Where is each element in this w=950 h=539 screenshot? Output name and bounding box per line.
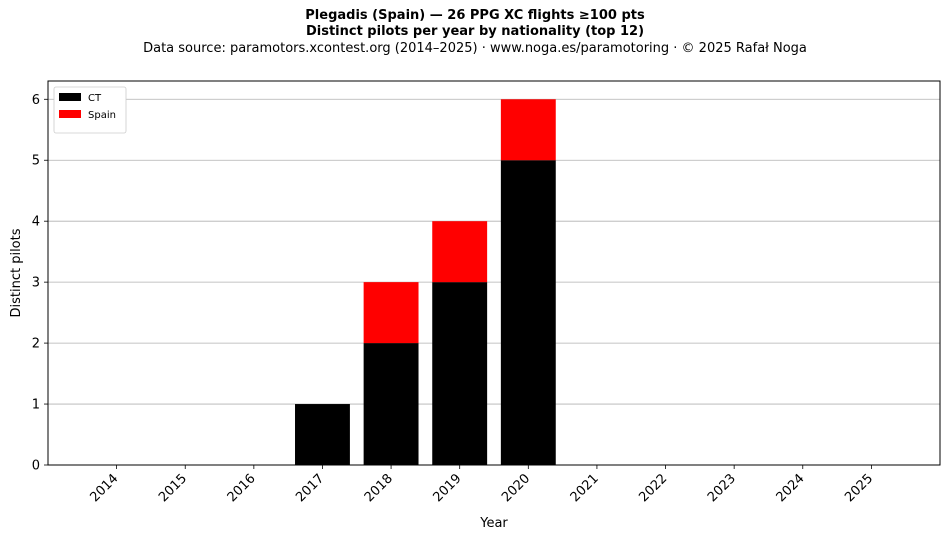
y-tick-label: 4 bbox=[32, 215, 40, 230]
x-axis: 2014 2015 2016 2017 2018 2019 2020 2021 2022 2023… bbox=[87, 465, 876, 505]
chart-subtitle: Distinct pilots per year by nationality … bbox=[305, 24, 645, 39]
y-axis: 0 1 2 3 4 5 6 bbox=[32, 93, 48, 474]
chart-title: Plegadis (Spain) — 26 PPG XC flights ≥10… bbox=[305, 8, 645, 23]
x-tick-label: 2015 bbox=[156, 471, 190, 505]
y-tick-label: 3 bbox=[32, 276, 40, 291]
x-axis-label: Year bbox=[479, 516, 508, 531]
bar-ct-2020 bbox=[500, 160, 556, 465]
legend-label-ct: CT bbox=[88, 93, 102, 104]
y-tick-label: 6 bbox=[32, 93, 40, 108]
x-tick-label: 2016 bbox=[225, 471, 259, 505]
bar-ct-2017 bbox=[295, 404, 350, 465]
x-tick-label: 2019 bbox=[431, 471, 465, 505]
bars bbox=[295, 99, 556, 465]
plot-frame bbox=[47, 80, 941, 466]
legend-swatch-ct bbox=[59, 93, 81, 101]
x-tick-label: 2020 bbox=[499, 471, 533, 505]
y-tick-label: 5 bbox=[32, 154, 40, 169]
chart-titles: Plegadis (Spain) — 26 PPG XC flights ≥10… bbox=[0, 0, 950, 58]
bar-spain-2018 bbox=[363, 282, 419, 344]
y-tick-label: 2 bbox=[32, 337, 40, 352]
legend-swatch-spain bbox=[59, 110, 81, 118]
x-tick-label: 2018 bbox=[362, 471, 396, 505]
y-tick-label: 1 bbox=[32, 398, 40, 413]
bar-spain-2020 bbox=[500, 99, 556, 161]
legend: CT Spain bbox=[53, 86, 127, 134]
x-tick-label: 2014 bbox=[87, 471, 121, 505]
x-tick-label: 2021 bbox=[568, 471, 602, 505]
y-tick-label: 0 bbox=[32, 459, 40, 474]
bar-ct-2019 bbox=[432, 282, 488, 465]
bar-ct-2018 bbox=[363, 343, 419, 465]
bar-spain-2019 bbox=[432, 221, 488, 283]
data-source-line: Data source: paramotors.xcontest.org (20… bbox=[143, 41, 807, 56]
x-tick-label: 2023 bbox=[705, 471, 739, 505]
y-axis-label: Distinct pilots bbox=[9, 228, 24, 317]
x-tick-label: 2022 bbox=[636, 471, 670, 505]
x-tick-label: 2025 bbox=[842, 471, 876, 505]
x-tick-label: 2024 bbox=[774, 471, 808, 505]
x-tick-label: 2017 bbox=[293, 471, 327, 505]
grid-lines bbox=[48, 98, 940, 405]
legend-label-spain: Spain bbox=[88, 110, 116, 121]
